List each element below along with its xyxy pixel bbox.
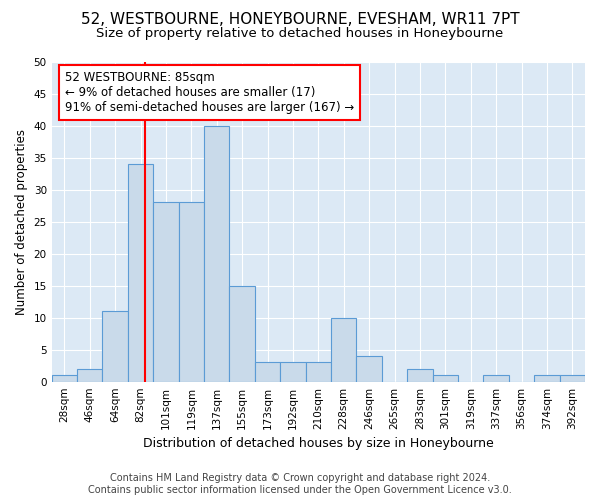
Bar <box>153 202 179 382</box>
Text: 52 WESTBOURNE: 85sqm
← 9% of detached houses are smaller (17)
91% of semi-detach: 52 WESTBOURNE: 85sqm ← 9% of detached ho… <box>65 71 354 114</box>
Text: Size of property relative to detached houses in Honeybourne: Size of property relative to detached ho… <box>97 28 503 40</box>
Bar <box>204 126 229 382</box>
Bar <box>52 376 77 382</box>
Bar <box>77 369 103 382</box>
Bar <box>534 376 560 382</box>
Text: 52, WESTBOURNE, HONEYBOURNE, EVESHAM, WR11 7PT: 52, WESTBOURNE, HONEYBOURNE, EVESHAM, WR… <box>80 12 520 28</box>
Bar <box>407 369 433 382</box>
Text: Contains HM Land Registry data © Crown copyright and database right 2024.
Contai: Contains HM Land Registry data © Crown c… <box>88 474 512 495</box>
Bar <box>103 311 128 382</box>
Bar <box>255 362 280 382</box>
Bar <box>305 362 331 382</box>
Bar <box>331 318 356 382</box>
Bar <box>128 164 153 382</box>
X-axis label: Distribution of detached houses by size in Honeybourne: Distribution of detached houses by size … <box>143 437 494 450</box>
Bar <box>433 376 458 382</box>
Bar <box>280 362 305 382</box>
Bar <box>229 286 255 382</box>
Bar <box>484 376 509 382</box>
Bar <box>179 202 204 382</box>
Y-axis label: Number of detached properties: Number of detached properties <box>15 128 28 314</box>
Bar <box>560 376 585 382</box>
Bar <box>356 356 382 382</box>
